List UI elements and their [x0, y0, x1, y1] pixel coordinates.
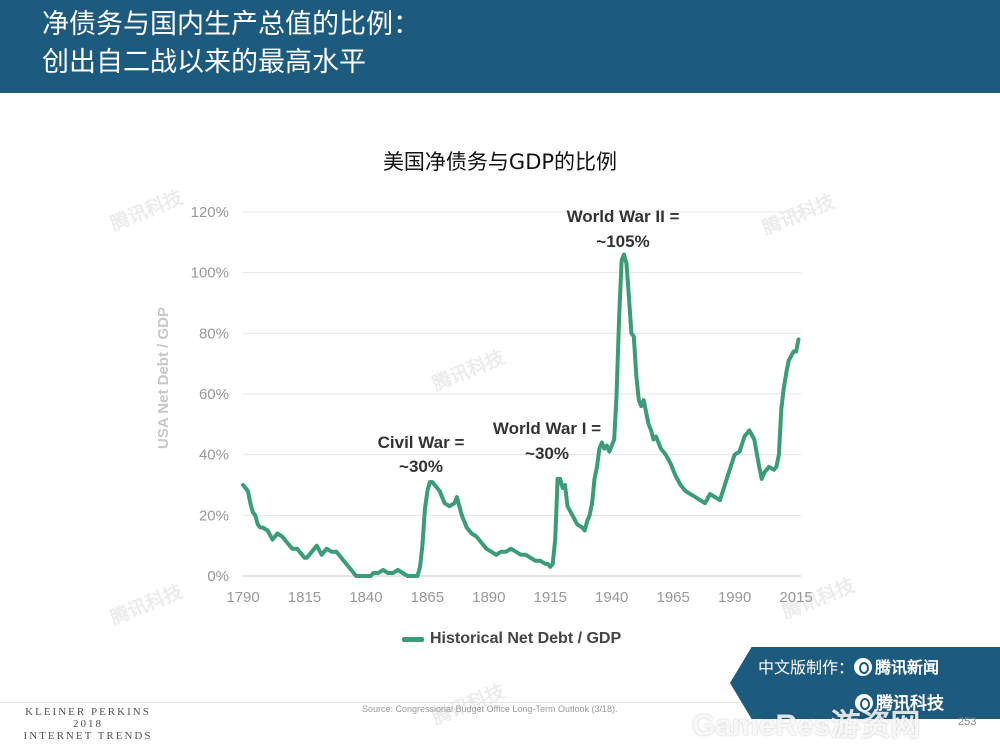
y-axis-label: USA Net Debt / GDP: [155, 307, 172, 449]
kp-line3: INTERNET TRENDS: [23, 730, 153, 742]
legend: Historical Net Debt / GDP: [402, 630, 621, 648]
page-title-line2: 创出自二战以来的最高水平: [42, 47, 366, 78]
y-tick-labels: 0% 20% 40% 60% 80% 100% 120%: [191, 204, 229, 585]
credit-row1: 中文版制作： 腾讯新闻: [758, 654, 939, 678]
x-tick-label: 1865: [411, 589, 444, 606]
tencent-news-icon: [854, 658, 873, 676]
annotation-value: ~105%: [596, 232, 649, 251]
kp-line1: KLEINER PERKINS: [25, 706, 151, 718]
kp-logo: KLEINER PERKINS 2018 INTERNET TRENDS: [8, 706, 168, 742]
header-bar: 净债务与国内生产总值的比例： 创出自二战以来的最高水平: [0, 0, 1000, 93]
legend-swatch: [402, 636, 424, 642]
x-tick-label: 1790: [226, 589, 259, 606]
x-tick-label: 1815: [288, 589, 321, 606]
legend-label: Historical Net Debt / GDP: [430, 630, 622, 647]
x-tick-labels: 1790 1815 1840 1865 1890 1915 1940 1965 1990 2015: [226, 589, 812, 606]
y-tick-label: 100%: [191, 265, 229, 282]
y-tick-label: 40%: [199, 447, 229, 464]
annotation-label: Civil War =: [378, 433, 465, 452]
gameres-watermark: GameRes游资网: [692, 709, 921, 742]
credit-prefix: 中文版制作：: [758, 658, 855, 677]
series-line: [241, 252, 801, 578]
page-title: 净债务与国内生产总值的比例： 创出自二战以来的最高水平: [42, 6, 420, 82]
footer-divider: [0, 702, 1000, 703]
annotation-value: ~30%: [525, 444, 569, 463]
credit-brand-news: 腾讯新闻: [875, 658, 940, 677]
y-tick-label: 0%: [207, 568, 229, 585]
kp-line2: 2018: [73, 718, 103, 730]
x-tick-label: 1890: [472, 589, 505, 606]
page-number: 253: [958, 716, 977, 728]
chart-title: 美国净债务与GDP的比例: [382, 150, 618, 174]
x-tick-label: 1990: [718, 589, 751, 606]
annotation-label: World War II =: [567, 207, 680, 226]
x-tick-label: 2015: [779, 589, 812, 606]
annotation-value: ~30%: [399, 457, 443, 476]
x-tick-label: 1940: [595, 589, 628, 606]
x-tick-label: 1965: [656, 589, 689, 606]
source-note: Source: Congressional Budget Office Long…: [362, 704, 618, 714]
y-tick-label: 60%: [199, 386, 229, 403]
y-tick-label: 120%: [191, 204, 229, 221]
annotation-label: World War I =: [493, 419, 601, 438]
credit-row2: 腾讯科技: [855, 689, 944, 714]
series-group: [241, 252, 801, 578]
annotation-group: Civil War = ~30% World War I = ~30% World Wa…: [378, 207, 680, 476]
y-tick-label: 20%: [199, 507, 229, 524]
credit-brand-tech: 腾讯科技: [876, 694, 944, 714]
tencent-tech-icon: [855, 694, 873, 712]
y-tick-label: 80%: [199, 325, 229, 342]
page-title-line1: 净债务与国内生产总值的比例：: [42, 9, 420, 40]
chart-gridlines: [243, 211, 801, 577]
x-tick-label: 1915: [534, 589, 567, 606]
x-tick-label: 1840: [349, 589, 382, 606]
